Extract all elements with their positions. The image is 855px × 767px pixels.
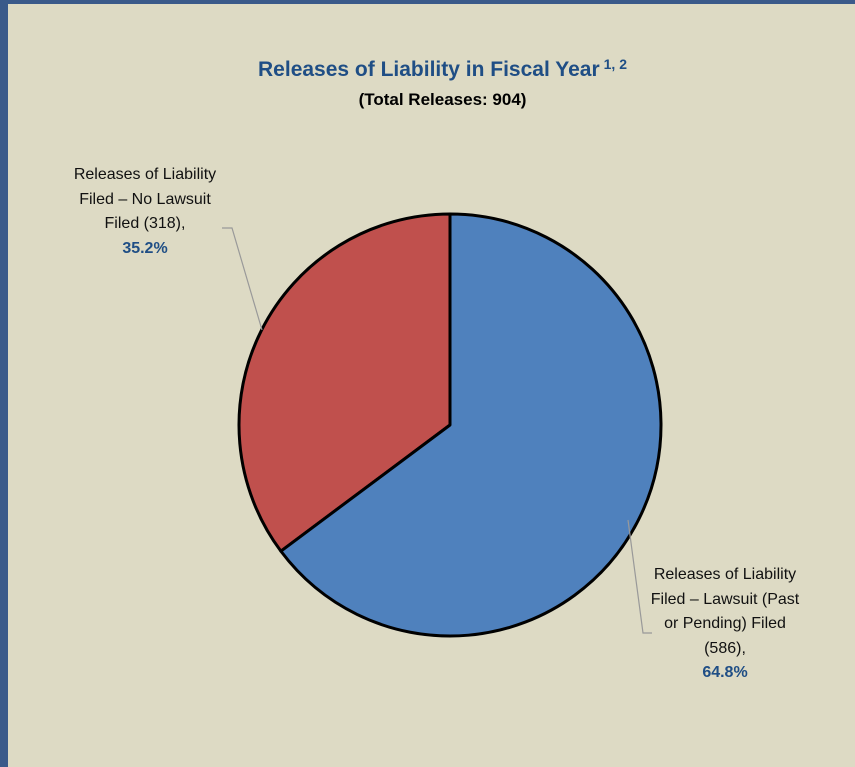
leader-line-no-lawsuit (222, 227, 263, 331)
pie-slice-no-lawsuit (237, 212, 452, 553)
slice-label-no-lawsuit-text: Releases of Liability Filed – No Lawsuit… (73, 166, 217, 232)
slice-label-lawsuit-text: Releases of Liability Filed – Lawsuit (P… (650, 566, 800, 657)
chart-title-footnote: 1, 2 (603, 56, 627, 72)
leader-line-lawsuit (627, 519, 652, 634)
chart-title-text: Releases of Liability in Fiscal Year (258, 58, 600, 81)
pie-slice-lawsuit (279, 212, 663, 638)
chart-subtitle: (Total Releases: 904) (358, 90, 527, 109)
slice-label-no-lawsuit-percent: 35.2% (122, 239, 168, 257)
chart-title: Releases of Liability in Fiscal Year 1, 2 (0, 56, 855, 82)
slice-label-no-lawsuit: Releases of Liability Filed – No Lawsuit… (70, 163, 220, 261)
slice-label-lawsuit-percent: 64.8% (702, 664, 748, 681)
slice-label-lawsuit: Releases of Liability Filed – Lawsuit (P… (650, 563, 800, 686)
